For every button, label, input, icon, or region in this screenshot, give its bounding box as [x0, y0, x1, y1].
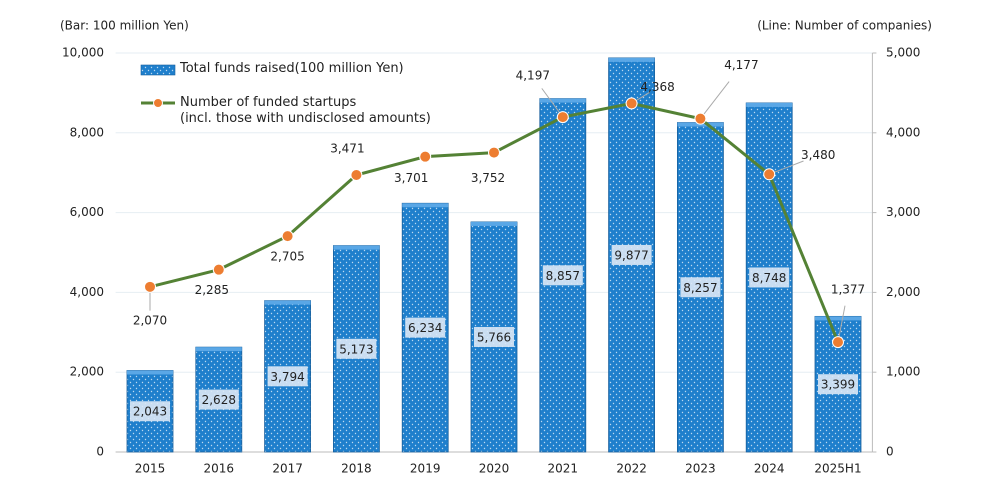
leader-line: [769, 160, 804, 175]
y-tick-label: 2,000: [70, 365, 104, 379]
y-tick-label: 6,000: [70, 205, 104, 219]
legend-label: Number of funded startups (incl. those w…: [180, 95, 431, 126]
line-value-label: 4,197: [516, 69, 550, 83]
line-marker: [350, 169, 363, 182]
y2-tick-label: 4,000: [886, 125, 920, 139]
x-tick-label: 2022: [616, 462, 647, 476]
bar-value-label: 3,399: [821, 378, 855, 392]
x-tick-label: 2020: [479, 462, 510, 476]
bar-cap: [333, 245, 380, 250]
line-marker: [144, 280, 156, 293]
value-label-box: [749, 267, 790, 288]
bar-value-label: 5,173: [339, 342, 373, 356]
value-label-box: [267, 366, 308, 387]
bar-value-label: 9,877: [614, 248, 648, 262]
legend-label: Total funds raised(100 million Yen): [180, 61, 404, 76]
bar-cap: [471, 221, 517, 226]
leader-line: [700, 81, 730, 119]
legend-marker: [153, 98, 163, 108]
line-marker: [694, 112, 707, 125]
line-marker: [832, 336, 844, 349]
line-value-label: 2,705: [270, 250, 304, 264]
bar-cap: [608, 57, 655, 62]
x-tick-label: 2016: [204, 462, 235, 476]
bar-value-label: 5,766: [477, 330, 511, 344]
y2-tick-label: 0: [886, 445, 894, 459]
line-marker: [281, 230, 294, 243]
line-value-label: 1,377: [831, 283, 865, 297]
line-value-label: 2,285: [195, 283, 229, 297]
line-value-label: 3,752: [471, 171, 505, 185]
bar-cap: [402, 203, 449, 208]
line-value-label: 4,368: [640, 80, 674, 94]
value-label-box: [405, 317, 446, 338]
y-tick-label: 10,000: [62, 46, 104, 60]
line-marker: [556, 111, 569, 124]
x-tick-label: 2023: [685, 462, 716, 476]
bar-value-label: 8,257: [683, 281, 717, 295]
value-label-box: [474, 326, 514, 347]
x-tick-label: 2021: [548, 462, 579, 476]
leader-line: [837, 305, 846, 343]
x-tick-label: 2018: [341, 462, 372, 476]
bar-cap: [264, 300, 311, 305]
x-tick-label: 2015: [135, 462, 166, 476]
value-label-box: [542, 265, 583, 286]
value-label-box: [680, 277, 721, 298]
bar-value-label: 8,857: [546, 269, 580, 283]
y-tick-label: 0: [96, 445, 104, 459]
line-value-label: 3,480: [801, 148, 835, 162]
x-tick-label: 2024: [754, 462, 785, 476]
y-tick-label: 4,000: [70, 285, 104, 299]
y2-tick-label: 3,000: [886, 205, 920, 219]
y-axis-title: (Bar: 100 million Yen): [60, 19, 189, 33]
value-label-box: [818, 374, 858, 395]
x-tick-label: 2025H1: [814, 462, 861, 476]
line-value-label: 4,177: [724, 58, 758, 72]
legend-swatch: [140, 64, 176, 76]
bar-value-label: 2,043: [133, 405, 167, 419]
line-marker: [419, 150, 432, 163]
bar-value-label: 8,748: [752, 271, 786, 285]
value-label-box: [198, 389, 239, 410]
bar-cap: [539, 98, 586, 103]
x-tick-label: 2017: [272, 462, 303, 476]
y-tick-label: 8,000: [70, 125, 104, 139]
line-value-label: 2,070: [133, 313, 167, 327]
y2-tick-label: 5,000: [886, 46, 920, 60]
x-tick-label: 2019: [410, 462, 441, 476]
bar-value-label: 6,234: [408, 321, 442, 335]
bar-value-label: 2,628: [202, 393, 236, 407]
y2-tick-label: 1,000: [886, 365, 920, 379]
y2-tick-label: 2,000: [886, 285, 920, 299]
bar-cap: [746, 102, 793, 107]
line-value-label: 3,701: [394, 171, 428, 185]
line-marker: [212, 263, 225, 276]
line-marker: [488, 146, 500, 159]
line-value-label: 3,471: [330, 142, 364, 156]
value-label-box: [130, 401, 170, 422]
line-marker: [625, 97, 638, 110]
line-marker: [763, 168, 776, 181]
bar-cap: [815, 316, 861, 321]
bar-value-label: 3,794: [270, 370, 304, 384]
bar-cap: [127, 370, 173, 375]
bar-cap: [195, 347, 242, 352]
y2-axis-title: (Line: Number of companies): [757, 19, 932, 33]
value-label-box: [611, 244, 652, 265]
value-label-box: [336, 338, 377, 359]
